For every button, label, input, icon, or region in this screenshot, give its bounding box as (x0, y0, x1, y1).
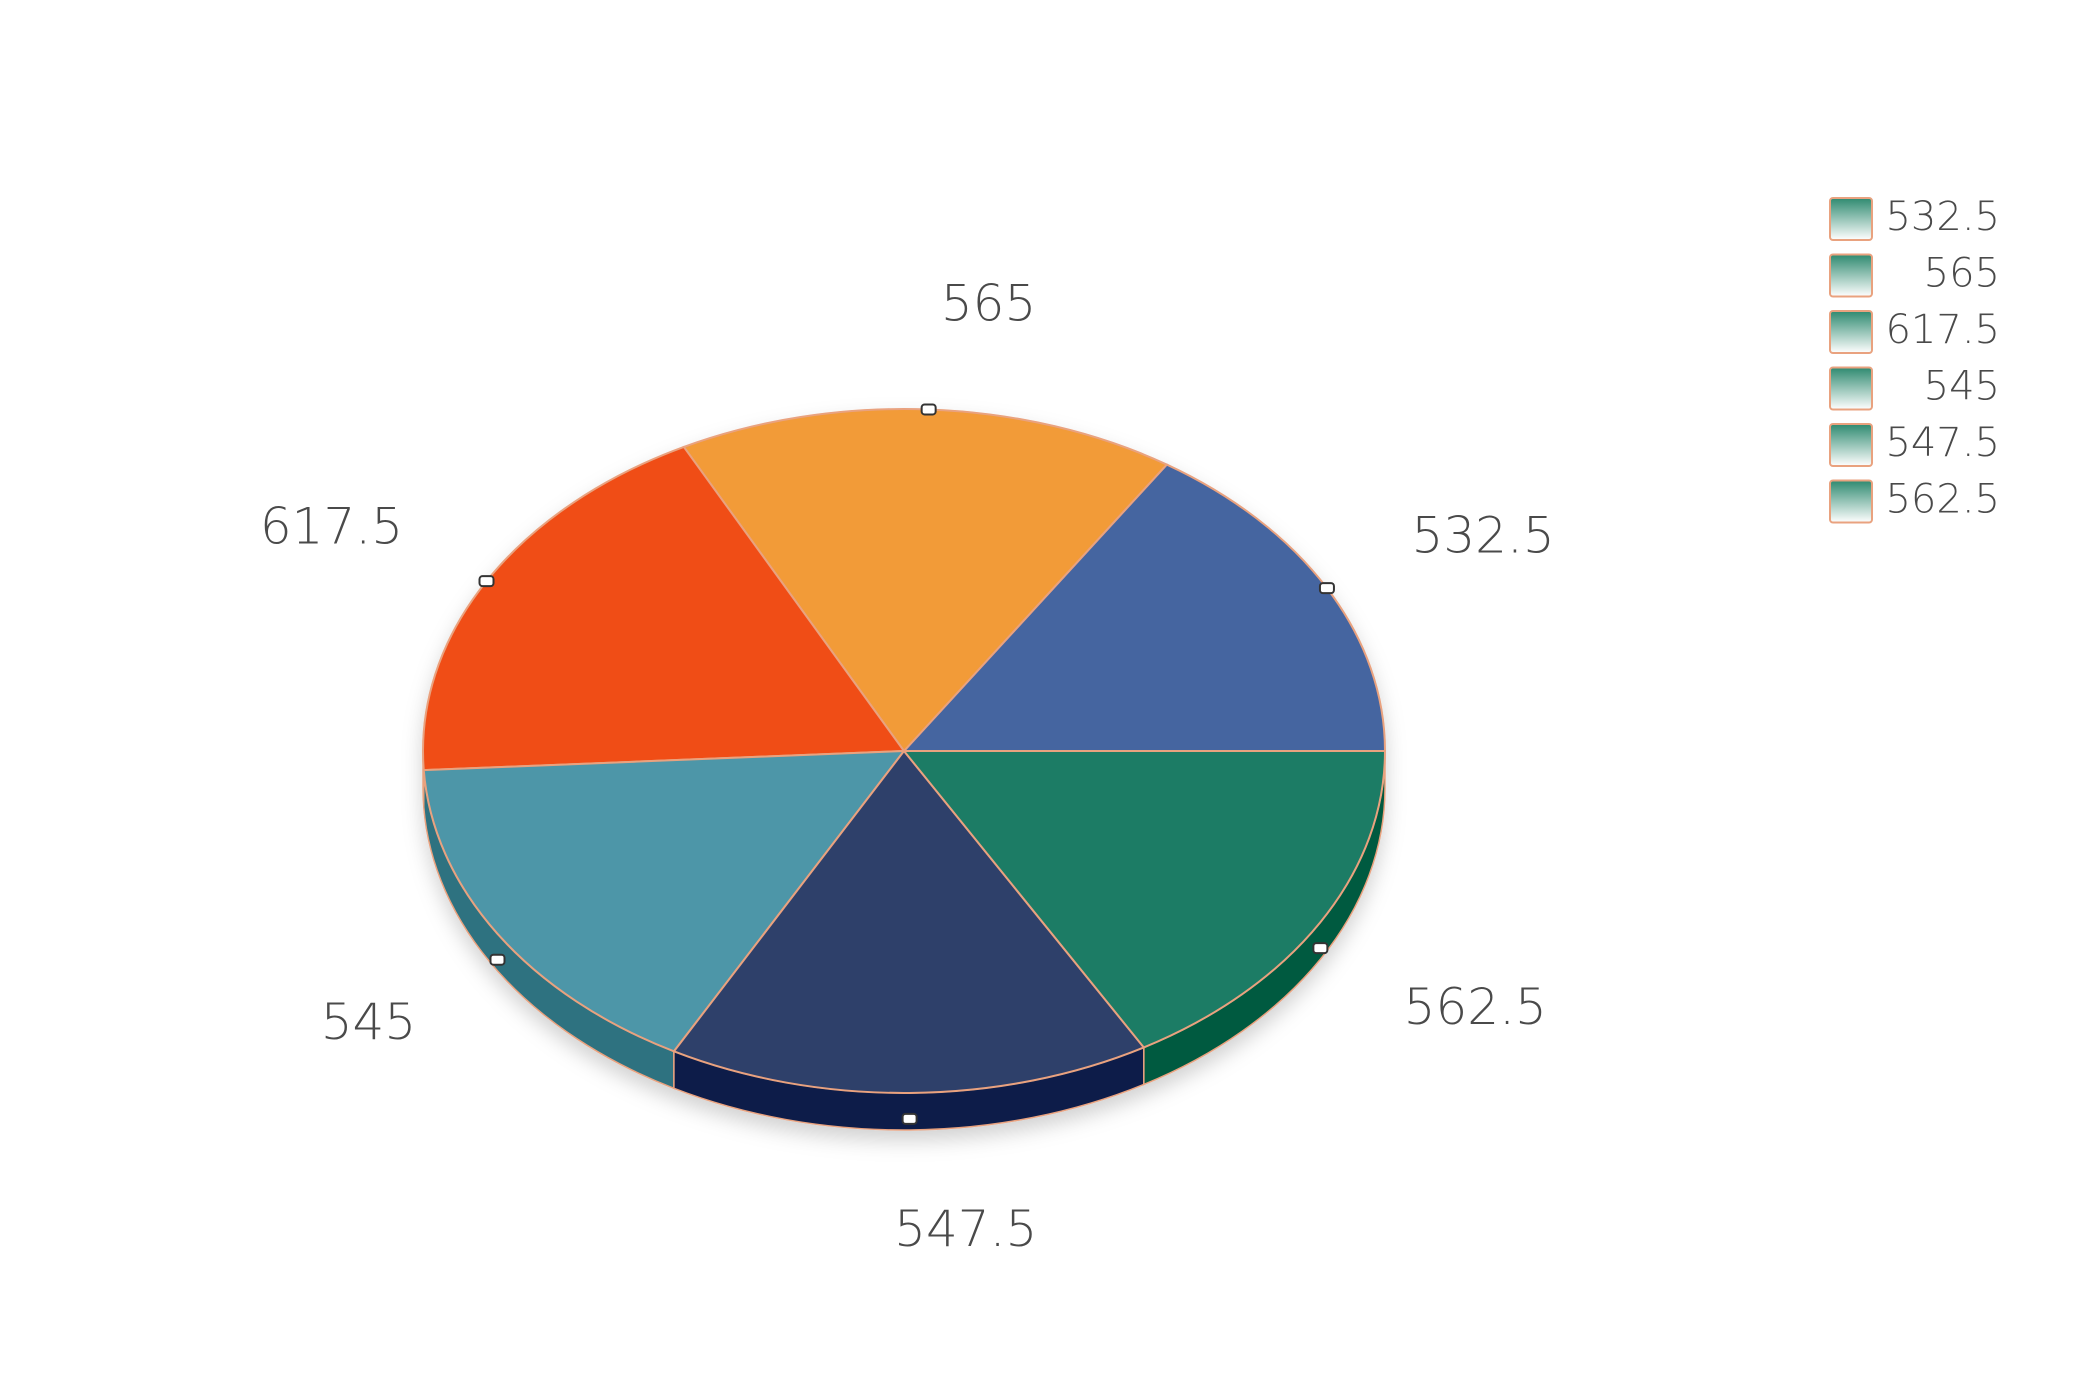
data-label: 532.5 (1412, 507, 1555, 565)
label-marker (920, 403, 937, 416)
legend-label: 545 (1924, 364, 2000, 410)
legend-swatch (1829, 479, 1873, 524)
slice (672, 749, 1146, 1094)
legend-swatch (1829, 197, 1873, 241)
legend-label: 565 (1924, 251, 2000, 297)
data-label: 562.5 (1404, 978, 1547, 1036)
label-marker (1312, 942, 1329, 955)
legend: 532.5 565 617.5 545 547.5 562.5 (1829, 194, 2000, 524)
data-label: 565 (941, 274, 1036, 332)
data-label: 617.5 (260, 498, 403, 556)
label-marker (489, 953, 506, 966)
legend-label: 562.5 (1885, 477, 2000, 523)
label-marker (901, 1112, 918, 1125)
legend-label: 617.5 (1885, 307, 2000, 353)
slice (901, 750, 1387, 1049)
legend-swatch (1829, 253, 1873, 298)
data-label: 545 (321, 993, 416, 1051)
labels: 532.5 565 617.5 545 547.5 562.5 (260, 274, 1555, 1258)
label-marker (478, 575, 495, 588)
legend-swatch (1829, 366, 1873, 411)
slice (422, 749, 907, 1053)
legend-swatch (1829, 310, 1873, 354)
pie (422, 408, 1387, 1131)
legend-swatch (1829, 423, 1873, 467)
legend-label: 532.5 (1885, 194, 2000, 240)
legend-label: 547.5 (1885, 420, 2000, 466)
data-label: 547.5 (894, 1200, 1037, 1258)
label-marker (1318, 582, 1335, 595)
